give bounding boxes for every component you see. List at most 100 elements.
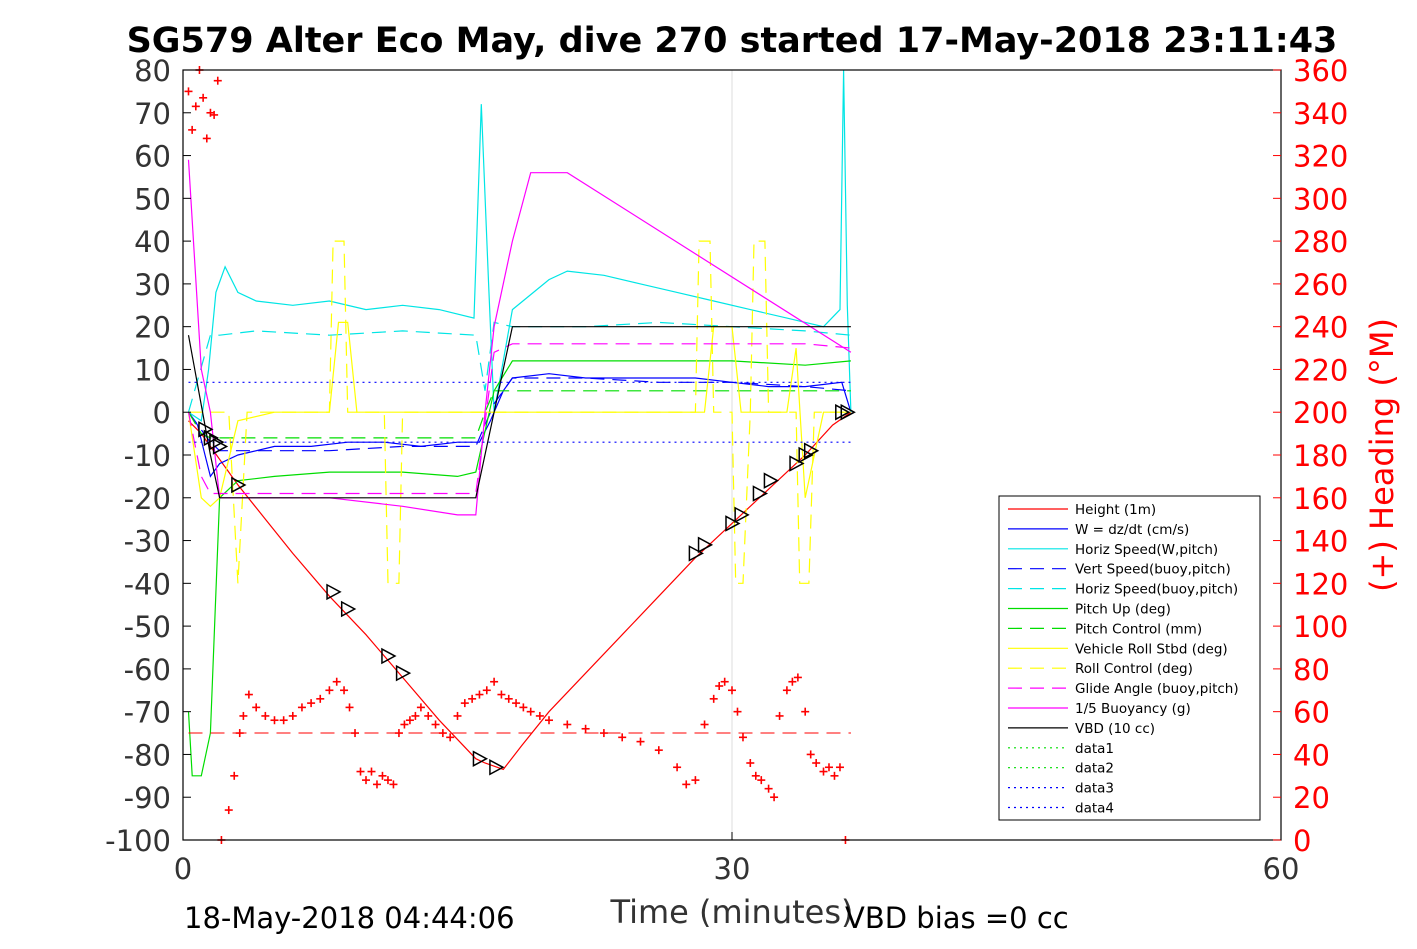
legend-label: 1/5 Buoyancy (g) xyxy=(1075,701,1191,717)
legend-label: Glide Angle (buoy,pitch) xyxy=(1075,681,1239,697)
heading-point xyxy=(453,711,462,720)
triangle-marker xyxy=(231,476,247,494)
heading-point xyxy=(378,771,387,780)
y-tick-label: -40 xyxy=(124,567,171,601)
heading-point xyxy=(709,694,718,703)
heading-point xyxy=(733,707,742,716)
triangle-marker xyxy=(798,446,814,464)
triangle-marker xyxy=(835,403,851,421)
heading-point xyxy=(691,776,700,785)
heading-point xyxy=(475,690,484,699)
heading-point xyxy=(757,776,766,785)
y-tick-label: -70 xyxy=(124,696,171,730)
triangle-marker xyxy=(326,583,342,601)
series-line xyxy=(187,360,851,777)
heading-point xyxy=(394,729,403,738)
heading-point xyxy=(700,720,709,729)
heading-point xyxy=(519,703,528,712)
y-tick-label: -90 xyxy=(124,781,171,815)
legend-label: Vert Speed(buoy,pitch) xyxy=(1075,562,1231,578)
triangle-marker xyxy=(803,442,820,459)
y-tick-label: 40 xyxy=(134,225,171,259)
heading-point xyxy=(636,737,645,746)
heading-point xyxy=(400,720,409,729)
y-tick-label: -60 xyxy=(124,653,171,687)
y-tick-label: 0 xyxy=(153,396,171,430)
heading-point xyxy=(367,767,376,776)
heading-point xyxy=(535,711,544,720)
triangle-marker xyxy=(752,485,769,502)
y-tick-label: -10 xyxy=(124,439,171,473)
heading-point xyxy=(356,767,365,776)
heading-point xyxy=(252,703,261,712)
triangle-marker xyxy=(725,515,741,532)
heading-point xyxy=(405,716,414,725)
heading-point xyxy=(618,733,627,742)
heading-point xyxy=(188,125,197,134)
heading-point xyxy=(545,716,553,725)
triangle-marker xyxy=(489,759,505,776)
legend-label: data1 xyxy=(1075,741,1114,757)
heading-point xyxy=(446,733,455,742)
heading-point xyxy=(512,699,521,708)
heading-point xyxy=(654,746,663,755)
heading-point xyxy=(801,707,810,716)
legend-label: Vehicle Roll Stbd (deg) xyxy=(1075,641,1228,657)
heading-point xyxy=(235,729,244,738)
x-tick-label: 30 xyxy=(714,852,751,886)
heading-point xyxy=(490,677,499,686)
y2-tick-label: 320 xyxy=(1293,140,1348,174)
heading-point xyxy=(482,686,491,695)
legend-label: Height (1m) xyxy=(1075,502,1156,518)
heading-point xyxy=(297,703,306,712)
triangle-marker xyxy=(212,438,229,455)
heading-point xyxy=(746,759,755,767)
y2-tick-label: 60 xyxy=(1293,696,1330,730)
heading-point xyxy=(383,776,392,785)
footer-vbd-bias: VBD bias =0 cc xyxy=(845,901,1069,935)
y2-tick-label: 40 xyxy=(1293,738,1330,772)
y-tick-label: -30 xyxy=(124,525,171,559)
series-line xyxy=(188,373,852,478)
heading-point xyxy=(812,759,821,767)
x-axis-ticks: 0 30 60 xyxy=(174,832,1300,886)
y-tick-label: -100 xyxy=(105,824,171,858)
legend-label: Roll Control (deg) xyxy=(1075,661,1193,677)
x-tick-label: 0 xyxy=(174,852,192,886)
heading-point xyxy=(526,707,535,716)
right-axis-label: (+) Heading (°M) xyxy=(1363,318,1401,592)
y2-tick-label: 360 xyxy=(1293,54,1348,88)
left-axis-ticks: 80 70 60 50 40 30 20 10 0 -10 -20 -30 -40 -50 -60 -70 -8… xyxy=(105,54,191,858)
x-tick-label: 60 xyxy=(1263,852,1300,886)
heading-point xyxy=(806,750,815,759)
y2-tick-label: 120 xyxy=(1293,567,1348,601)
y2-tick-label: 300 xyxy=(1293,182,1348,216)
y-tick-label: 30 xyxy=(134,268,171,302)
legend-label: Horiz Speed(buoy,pitch) xyxy=(1075,582,1238,598)
heading-point xyxy=(788,677,797,686)
heading-point xyxy=(715,682,724,690)
y-tick-label: 80 xyxy=(134,54,171,88)
heading-point xyxy=(345,703,354,712)
heading-point xyxy=(244,690,253,699)
series-line xyxy=(187,343,851,495)
series-line xyxy=(187,159,852,516)
heading-point xyxy=(191,102,200,111)
y-tick-label: -80 xyxy=(124,738,171,772)
heading-point xyxy=(497,690,506,699)
series-line xyxy=(188,411,852,771)
y2-tick-label: 160 xyxy=(1293,482,1348,516)
y-tick-label: -20 xyxy=(124,482,171,516)
heading-point xyxy=(199,93,208,102)
heading-point xyxy=(184,87,193,96)
heading-point xyxy=(770,793,779,802)
legend-label: VBD (10 cc) xyxy=(1075,721,1155,737)
heading-point xyxy=(351,729,360,738)
y2-tick-label: 20 xyxy=(1293,781,1330,815)
triangle-marker xyxy=(697,536,714,554)
heading-point xyxy=(202,134,211,143)
heading-point xyxy=(460,699,469,708)
marker-layer xyxy=(184,66,856,844)
heading-point xyxy=(682,780,691,789)
